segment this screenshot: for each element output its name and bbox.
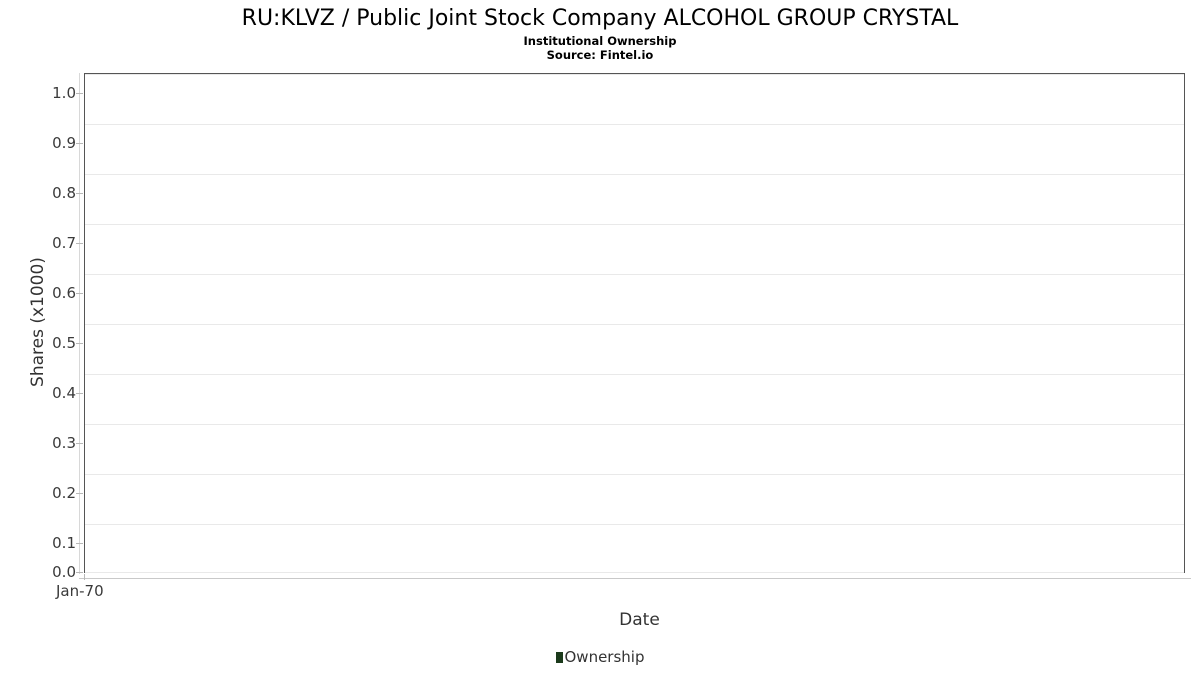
page-title: RU:KLVZ / Public Joint Stock Company ALC…	[241, 6, 959, 31]
y-tick-mark	[76, 293, 83, 294]
y-tick-label: 0.3	[52, 434, 76, 452]
x-axis-line	[79, 578, 1191, 579]
y-tick-label: 1.0	[52, 84, 76, 102]
chart-header: RU:KLVZ / Public Joint Stock Company ALC…	[0, 0, 1200, 62]
y-tick-mark	[76, 443, 83, 444]
chart-subtitle: Institutional Ownership	[523, 34, 677, 48]
x-tick-mark	[84, 574, 85, 580]
x-tick-label: Jan-70	[56, 582, 104, 600]
chart-source: Source: Fintel.io	[546, 48, 654, 62]
gridline	[85, 224, 1184, 225]
y-tick-label: 0.7	[52, 234, 76, 252]
y-axis-line	[79, 73, 80, 574]
gridline	[85, 424, 1184, 425]
gridline	[85, 572, 1184, 573]
gridline	[85, 374, 1184, 375]
gridline	[85, 524, 1184, 525]
y-tick-label: 0.4	[52, 384, 76, 402]
plot-area	[84, 73, 1185, 573]
y-tick-label: 0.2	[52, 484, 76, 502]
gridline	[85, 174, 1184, 175]
y-tick-label: 0.5	[52, 334, 76, 352]
y-tick-mark	[76, 93, 83, 94]
y-tick-mark	[76, 193, 83, 194]
gridline	[85, 274, 1184, 275]
legend-item-label: Ownership	[564, 648, 645, 666]
gridline	[85, 474, 1184, 475]
y-tick-mark	[76, 493, 83, 494]
legend-item-ownership[interactable]: Ownership	[555, 648, 645, 666]
y-axis-title: Shares (x1000)	[28, 257, 48, 387]
y-tick-mark	[76, 343, 83, 344]
x-axis-title: Date	[619, 610, 660, 630]
y-tick-mark	[76, 243, 83, 244]
y-tick-mark	[76, 143, 83, 144]
y-tick-mark	[76, 543, 83, 544]
y-tick-label: 0.0	[52, 563, 76, 581]
y-tick-mark	[76, 393, 83, 394]
gridline	[85, 74, 1184, 75]
y-tick-label: 0.9	[52, 134, 76, 152]
chart-legend: Ownership	[0, 648, 1200, 666]
y-tick-label: 0.1	[52, 534, 76, 552]
legend-swatch-icon	[555, 651, 563, 663]
y-tick-label: 0.6	[52, 284, 76, 302]
y-tick-mark	[76, 572, 83, 573]
gridline	[85, 324, 1184, 325]
y-tick-label: 0.8	[52, 184, 76, 202]
gridline	[85, 124, 1184, 125]
